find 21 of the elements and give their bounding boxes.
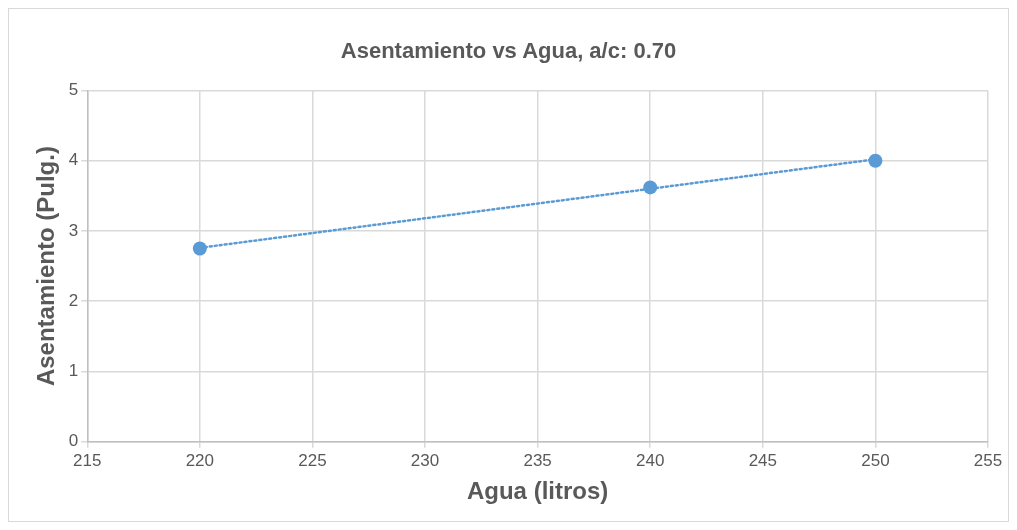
x-tick-label: 245: [748, 450, 777, 470]
chart-title: Asentamiento vs Agua, a/c: 0.70: [340, 38, 677, 64]
x-tick-label: 255: [973, 450, 1003, 470]
x-tick-label: 230: [410, 450, 440, 470]
x-tick-label: 240: [636, 450, 665, 470]
x-tick-label: 250: [861, 450, 890, 470]
y-tick-label: 0: [68, 431, 79, 451]
y-tick-label: 3: [68, 220, 79, 240]
point: [192, 241, 207, 256]
y-tick-label: 1: [68, 361, 79, 381]
x-tick-label: 220: [185, 450, 215, 470]
y-tick-label: 2: [68, 290, 79, 310]
x-tick-label: 225: [298, 450, 327, 470]
y-tick-label: 5: [68, 80, 79, 100]
point: [868, 153, 883, 168]
y-axis-title: Asentamiento (Pulg.): [32, 146, 60, 387]
point: [643, 180, 658, 195]
y-tick-label: 4: [68, 150, 79, 170]
x-axis-title: Agua (litros): [466, 477, 609, 505]
x-tick-label: 235: [523, 450, 552, 470]
x-tick-label: 215: [73, 450, 102, 470]
